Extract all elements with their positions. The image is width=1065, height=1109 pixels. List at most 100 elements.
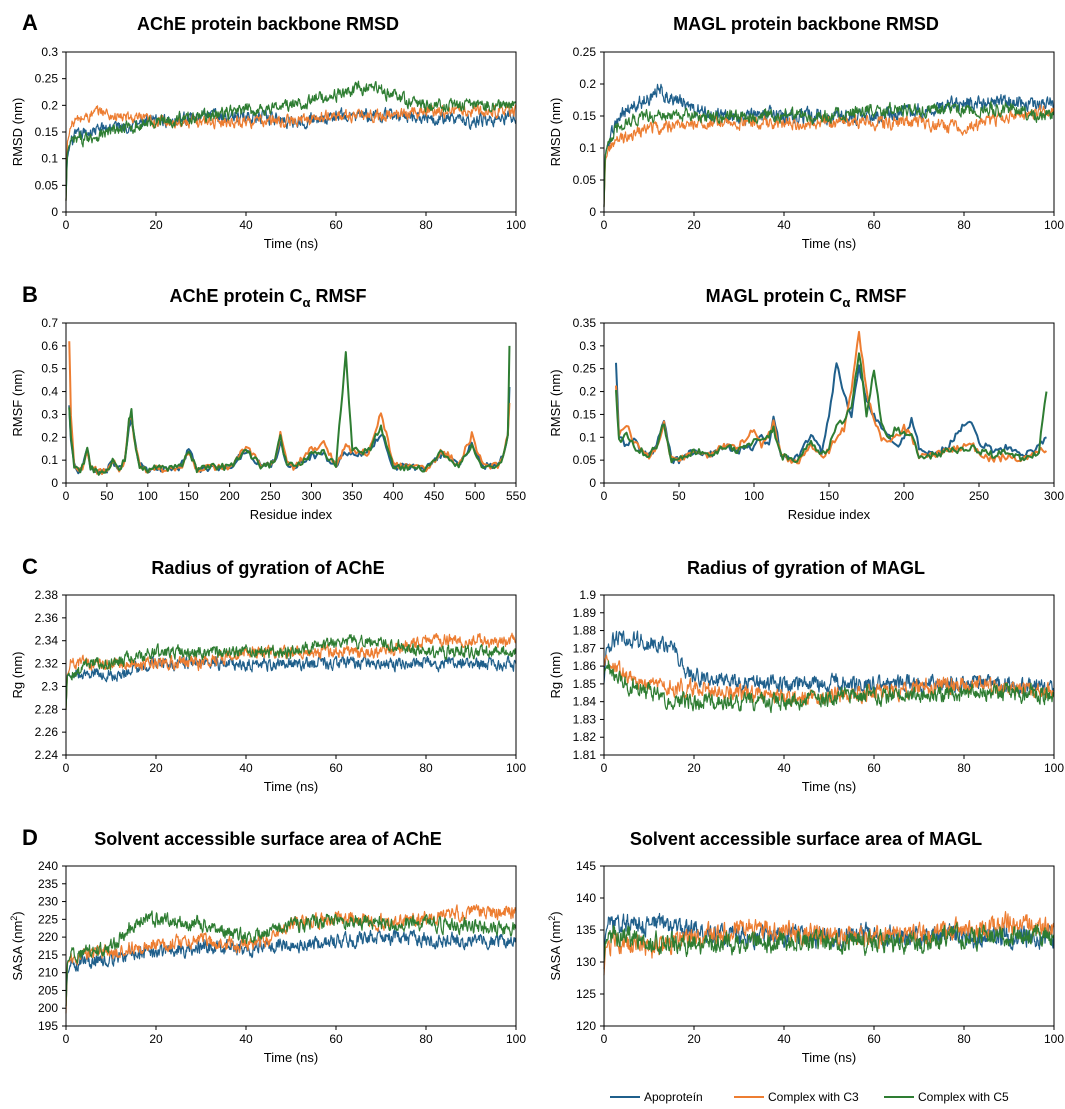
y-tick-label: 1.89 [573,606,597,620]
plot-frame [603,51,1055,213]
x-tick-label: 0 [601,218,608,232]
chart-magl-rmsf: MAGL protein Cα RMSF 0 50 100 150 200 250 300 0 0… [548,286,1064,522]
x-tick-label: 0 [63,489,70,503]
series-line-c5 [68,345,511,476]
chart-title: Solvent accessible surface area of AChE [94,829,441,849]
y-tick-label: 1.86 [573,659,597,673]
y-tick-label: 2.3 [41,679,58,693]
chart-ache-rg: Radius of gyration of AChE 0 20 40 60 80 100 2.… [10,558,526,794]
y-tick-label: 0.1 [41,453,58,467]
panel-letter-d: D [22,825,38,850]
x-tick-label: 60 [867,218,881,232]
x-tick-label: 60 [329,1032,343,1046]
x-tick-label: 0 [63,1032,70,1046]
y-tick-label: 0.7 [41,316,58,330]
x-tick-label: 80 [957,761,971,775]
chart-title: Radius of gyration of AChE [151,558,384,578]
series-line-c5 [603,100,1055,207]
y-tick-label: 0.1 [579,430,596,444]
y-axis-label-close: ) [10,911,25,915]
y-tick-label: 0.15 [35,125,59,139]
y-axis-label-text: Rg (nm) [10,652,25,699]
y-tick-label: 220 [38,930,58,944]
x-tick-label: 100 [506,1032,526,1046]
y-tick-label: 0.25 [573,362,597,376]
y-tick-label: 2.38 [35,588,59,602]
legend-label: Apoproteín [644,1090,703,1104]
x-tick-label: 250 [969,489,989,503]
chart-title: AChE protein backbone RMSD [137,14,399,34]
series-line-c5 [603,922,1055,963]
x-tick-label: 100 [1044,1032,1064,1046]
series-line-apo [65,928,517,1007]
x-tick-label: 0 [601,489,608,503]
x-tick-label: 40 [239,1032,253,1046]
chart-title: MAGL protein Cα RMSF [706,286,907,310]
y-axis-label-text: RMSF (nm) [10,369,25,436]
chart-title-text: AChE protein C [170,286,303,306]
x-tick-label: 40 [239,218,253,232]
chart-magl-sasa: Solvent accessible surface area of MAGL 0… [547,829,1064,1065]
y-tick-label: 225 [38,912,58,926]
y-tick-label: 0.15 [573,407,597,421]
legend-label: Complex with C3 [768,1090,859,1104]
chart-title-subscript: α [303,295,311,310]
y-tick-label: 135 [576,923,596,937]
x-tick-label: 350 [342,489,362,503]
y-tick-label: 0.3 [579,339,596,353]
y-tick-label: 0.3 [41,407,58,421]
x-tick-label: 100 [506,761,526,775]
y-tick-label: 0.05 [573,173,597,187]
y-tick-label: 0.25 [35,72,59,86]
x-tick-label: 400 [383,489,403,503]
panel-letter-a: A [22,10,38,35]
x-tick-label: 20 [687,1032,701,1046]
chart-title: AChE protein Cα RMSF [170,286,367,310]
chart-title-text: Radius of gyration of MAGL [687,558,925,578]
y-tick-label: 2.24 [35,748,59,762]
y-tick-label: 0 [589,476,596,490]
y-tick-label: 1.84 [573,695,597,709]
x-tick-label: 60 [329,218,343,232]
y-tick-label: 0.6 [41,339,58,353]
y-tick-label: 0.15 [573,109,597,123]
y-tick-label: 0.05 [573,453,597,467]
x-tick-label: 150 [179,489,199,503]
y-axis-label: SASA (nm2) [547,911,563,980]
series-line-c5 [65,634,517,710]
chart-title: Radius of gyration of MAGL [687,558,925,578]
x-tick-label: 100 [1044,218,1064,232]
y-tick-label: 1.9 [579,588,596,602]
x-tick-label: 100 [744,489,764,503]
legend-item-apo: Apoproteín [610,1090,703,1104]
chart-title-text: MAGL protein C [706,286,843,306]
y-axis-label-text: RMSD (nm) [10,98,25,167]
y-tick-label: 0.2 [579,385,596,399]
y-tick-label: 2.26 [35,725,59,739]
x-axis-label: Time (ns) [264,779,318,794]
y-tick-label: 1.87 [573,641,597,655]
chart-title-tail: RMSF [850,286,906,306]
chart-title: MAGL protein backbone RMSD [673,14,939,34]
x-tick-label: 20 [149,218,163,232]
x-tick-label: 100 [1044,761,1064,775]
x-axis-label: Residue index [788,507,871,522]
series-line-c3 [615,330,1048,465]
y-tick-label: 0.05 [35,178,59,192]
y-tick-label: 2.36 [35,611,59,625]
x-tick-label: 50 [672,489,686,503]
chart-title-text: Radius of gyration of AChE [151,558,384,578]
y-axis-label-text: Rg (nm) [548,652,563,699]
x-tick-label: 60 [867,1032,881,1046]
y-tick-label: 2.34 [35,634,59,648]
x-tick-label: 200 [220,489,240,503]
y-axis-label-text: RMSD (nm) [548,98,563,167]
x-tick-label: 550 [506,489,526,503]
y-tick-label: 235 [38,877,58,891]
x-axis-label: Time (ns) [802,236,856,251]
x-tick-label: 50 [100,489,114,503]
y-tick-label: 0.2 [41,430,58,444]
x-tick-label: 40 [777,218,791,232]
y-tick-label: 0.4 [41,385,58,399]
